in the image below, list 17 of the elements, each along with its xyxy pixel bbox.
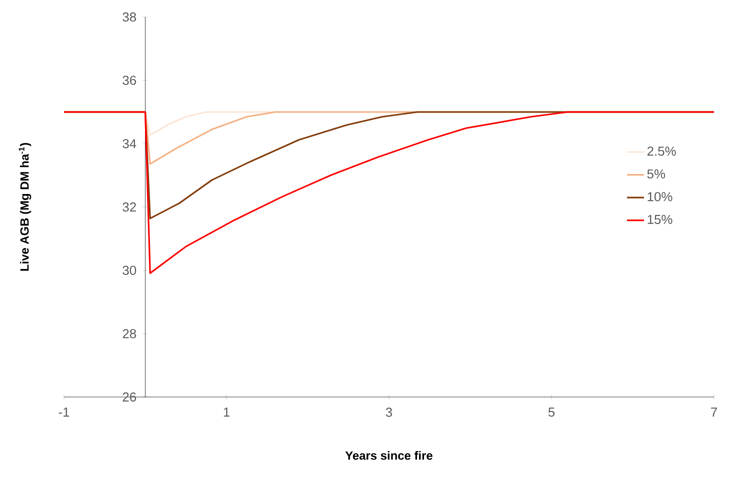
y-tick-label: 30 <box>122 266 136 275</box>
x-tick-label: -1 <box>58 408 70 417</box>
x-tick-label: 1 <box>224 408 230 417</box>
x-tick-label: 7 <box>711 408 717 417</box>
legend-label: 5% <box>647 169 666 178</box>
legend-label: 10% <box>648 192 672 202</box>
x-tick-label: 3 <box>386 408 392 417</box>
y-axis-title: Live AGB (Mg DM ha$^{-1}$) <box>18 143 32 271</box>
y-tick-label: 34 <box>122 139 136 148</box>
legend-label: 15% <box>648 214 672 224</box>
y-tick-label: 32 <box>122 202 136 212</box>
y-tick-label: 38 <box>122 12 136 22</box>
x-axis-title: Years since fire <box>345 451 432 460</box>
y-tick-label: 36 <box>122 76 136 85</box>
legend-label: 2.5% <box>647 146 676 156</box>
y-tick-label: 28 <box>122 329 136 338</box>
x-tick-label: 5 <box>548 408 555 417</box>
